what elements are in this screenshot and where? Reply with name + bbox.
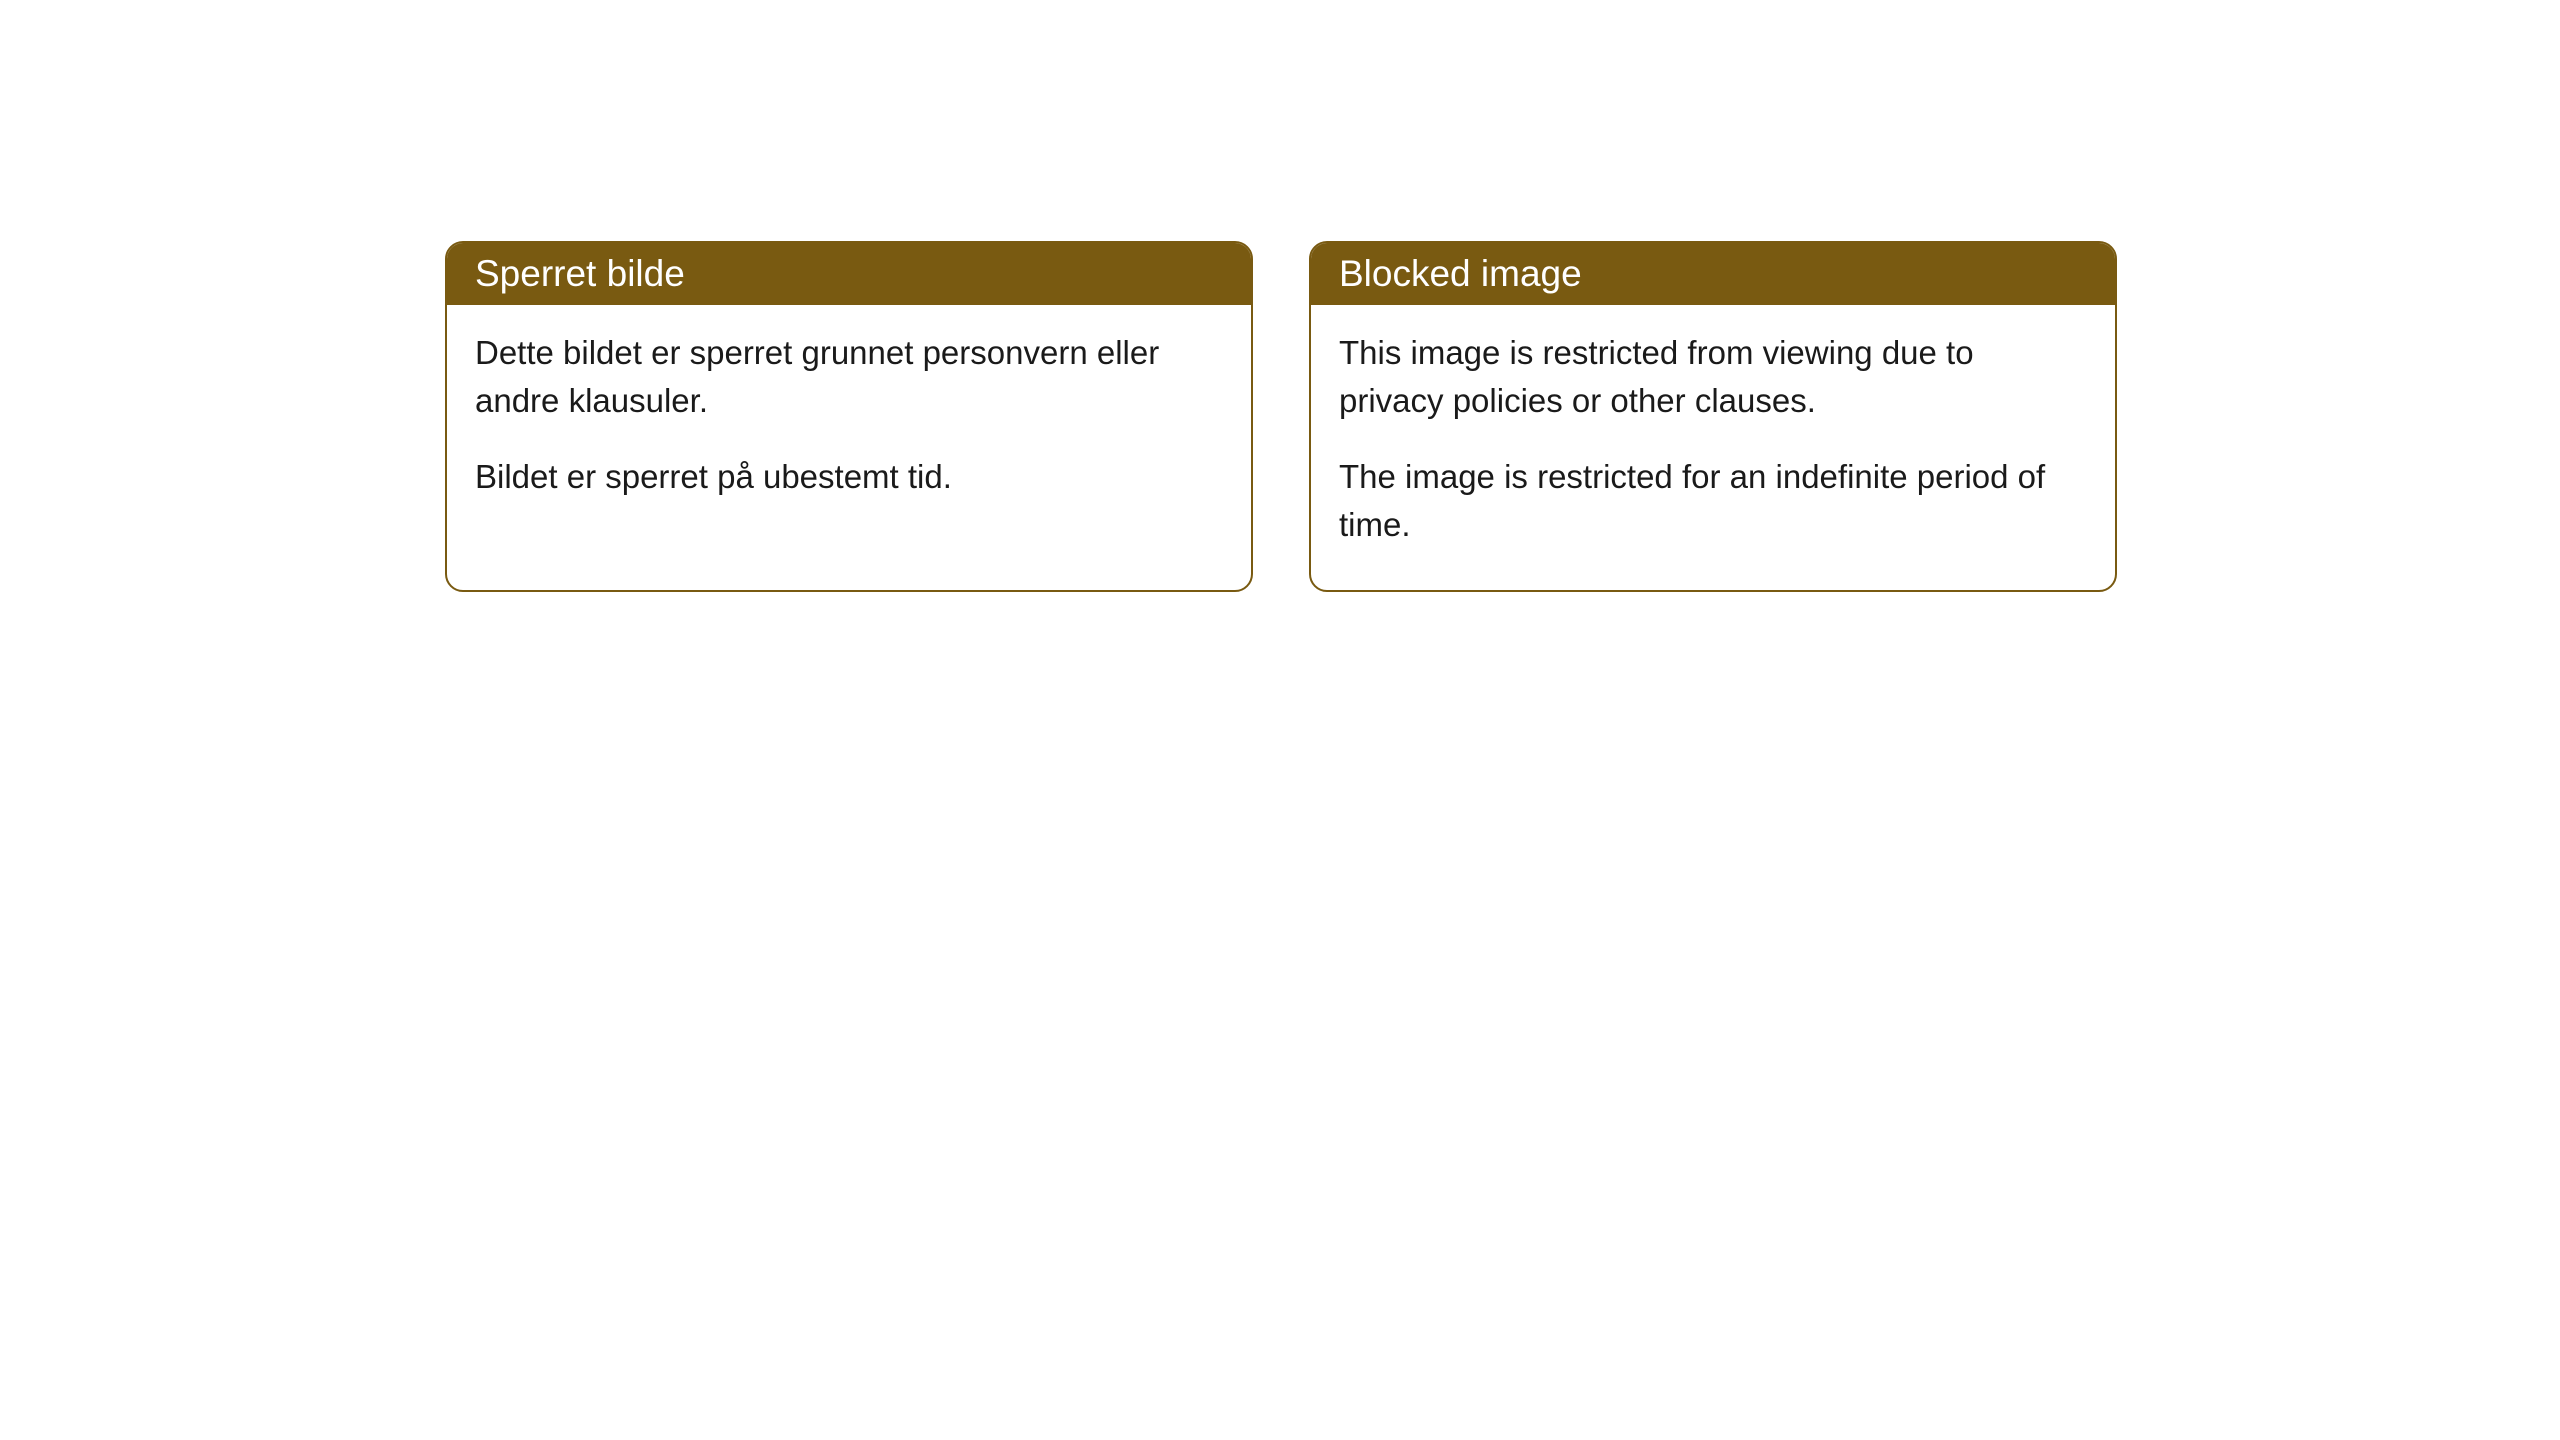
- card-paragraph: This image is restricted from viewing du…: [1339, 329, 2087, 425]
- notice-card-norwegian: Sperret bilde Dette bildet er sperret gr…: [445, 241, 1253, 592]
- card-header: Blocked image: [1311, 243, 2115, 305]
- card-paragraph: The image is restricted for an indefinit…: [1339, 453, 2087, 549]
- card-paragraph: Bildet er sperret på ubestemt tid.: [475, 453, 1223, 501]
- card-header: Sperret bilde: [447, 243, 1251, 305]
- card-title: Sperret bilde: [475, 253, 685, 294]
- card-body: This image is restricted from viewing du…: [1311, 305, 2115, 590]
- notice-card-english: Blocked image This image is restricted f…: [1309, 241, 2117, 592]
- card-title: Blocked image: [1339, 253, 1582, 294]
- card-paragraph: Dette bildet er sperret grunnet personve…: [475, 329, 1223, 425]
- card-body: Dette bildet er sperret grunnet personve…: [447, 305, 1251, 543]
- notice-container: Sperret bilde Dette bildet er sperret gr…: [445, 241, 2117, 592]
